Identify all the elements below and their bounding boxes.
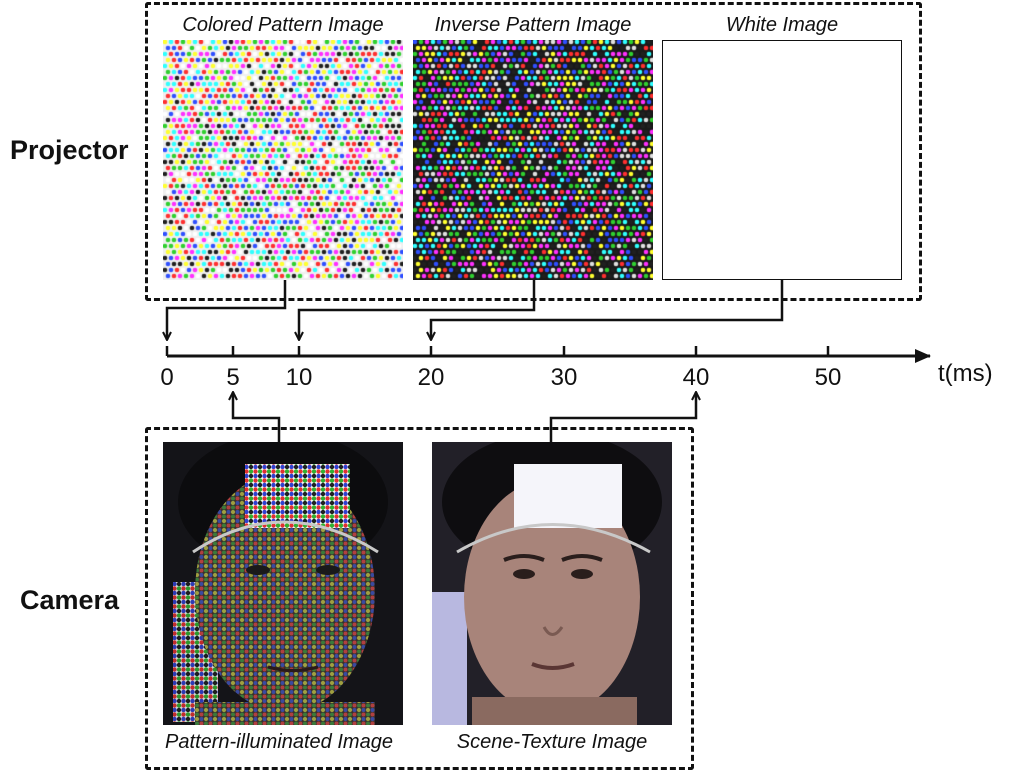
- inverse-pattern-image: [413, 40, 653, 280]
- tick-label-20: 20: [417, 364, 445, 391]
- colored-pattern-caption: Colored Pattern Image: [182, 14, 384, 36]
- tick-label-0: 0: [160, 364, 174, 391]
- inverse-pattern-connector: [299, 280, 536, 340]
- camera-group: [145, 427, 694, 770]
- projector-label: Projector: [10, 135, 129, 165]
- pattern-face-illustration: [163, 442, 403, 725]
- pattern-illuminated-image: [163, 442, 403, 725]
- scene-face-illustration: [432, 442, 672, 725]
- tick-label-50: 50: [814, 364, 842, 391]
- tick-label-40: 40: [682, 364, 710, 391]
- tick-label-5: 5: [226, 364, 240, 391]
- scene-texture-connector: [549, 392, 696, 442]
- white-image: [662, 40, 902, 280]
- scene-texture-caption: Scene-Texture Image: [456, 731, 648, 753]
- camera-label: Camera: [20, 585, 120, 615]
- tick-label-10: 10: [285, 364, 313, 391]
- scene-texture-image: [432, 442, 672, 725]
- colored-pattern-image: [163, 40, 403, 280]
- colored-pattern-connector: [167, 280, 287, 340]
- pattern-illuminated-connector: [233, 392, 281, 442]
- tick-label-30: 30: [550, 364, 578, 391]
- white-image-caption: White Image: [725, 14, 839, 36]
- white-image-connector: [431, 280, 784, 340]
- time-axis-label: t(ms): [938, 360, 993, 387]
- pattern-illuminated-caption: Pattern-illuminated Image: [165, 731, 393, 753]
- inverse-pattern-caption: Inverse Pattern Image: [434, 14, 632, 36]
